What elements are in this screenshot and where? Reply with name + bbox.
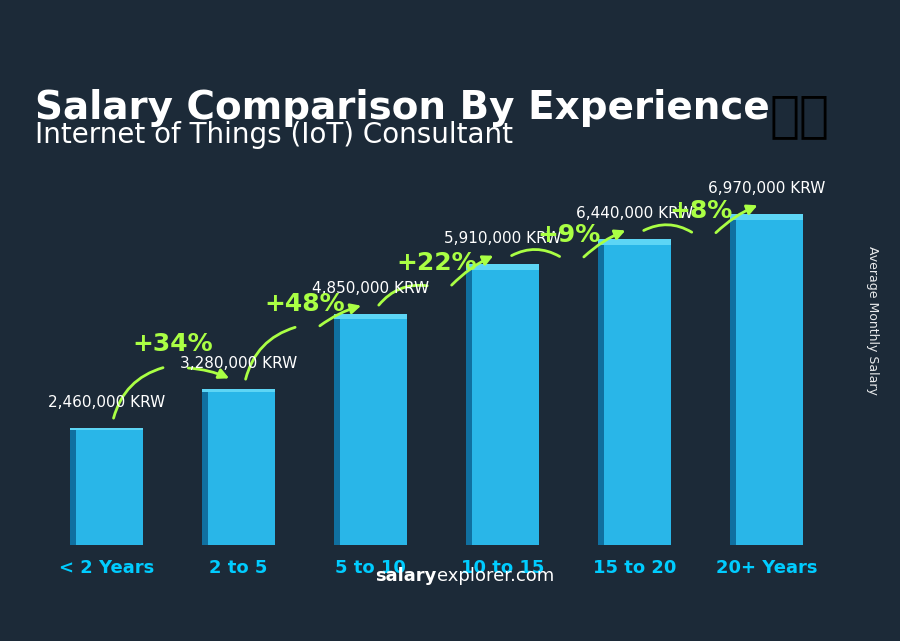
Text: 5,910,000 KRW: 5,910,000 KRW <box>444 231 562 246</box>
Bar <box>466 264 539 270</box>
Text: explorer.com: explorer.com <box>436 567 554 585</box>
Text: 3,280,000 KRW: 3,280,000 KRW <box>180 356 297 371</box>
Bar <box>334 315 340 545</box>
Bar <box>70 428 142 545</box>
Bar <box>202 389 208 545</box>
Bar <box>598 239 671 545</box>
Bar <box>70 428 76 545</box>
Bar <box>202 389 274 392</box>
Bar <box>731 213 736 545</box>
Text: 6,440,000 KRW: 6,440,000 KRW <box>576 206 693 221</box>
Bar <box>202 389 274 545</box>
Bar <box>334 315 407 545</box>
Text: +8%: +8% <box>669 199 733 222</box>
Bar <box>731 213 803 545</box>
Bar <box>466 264 539 545</box>
Text: Salary Comparison By Experience: Salary Comparison By Experience <box>35 88 770 126</box>
Text: 6,970,000 KRW: 6,970,000 KRW <box>708 181 825 196</box>
Bar <box>731 213 803 221</box>
Text: 2,460,000 KRW: 2,460,000 KRW <box>48 395 165 410</box>
Text: 4,850,000 KRW: 4,850,000 KRW <box>312 281 429 296</box>
Text: +34%: +34% <box>132 332 212 356</box>
Text: +22%: +22% <box>396 251 477 275</box>
Text: 🇰🇷: 🇰🇷 <box>770 92 830 140</box>
Bar <box>598 239 671 245</box>
Text: Average Monthly Salary: Average Monthly Salary <box>867 246 879 395</box>
Text: salary: salary <box>375 567 436 585</box>
Bar <box>466 264 472 545</box>
Text: +48%: +48% <box>264 292 345 315</box>
Text: Internet of Things (IoT) Consultant: Internet of Things (IoT) Consultant <box>35 121 513 149</box>
Text: +9%: +9% <box>537 223 600 247</box>
Bar <box>334 315 407 319</box>
Bar <box>598 239 604 545</box>
Bar <box>70 428 142 430</box>
